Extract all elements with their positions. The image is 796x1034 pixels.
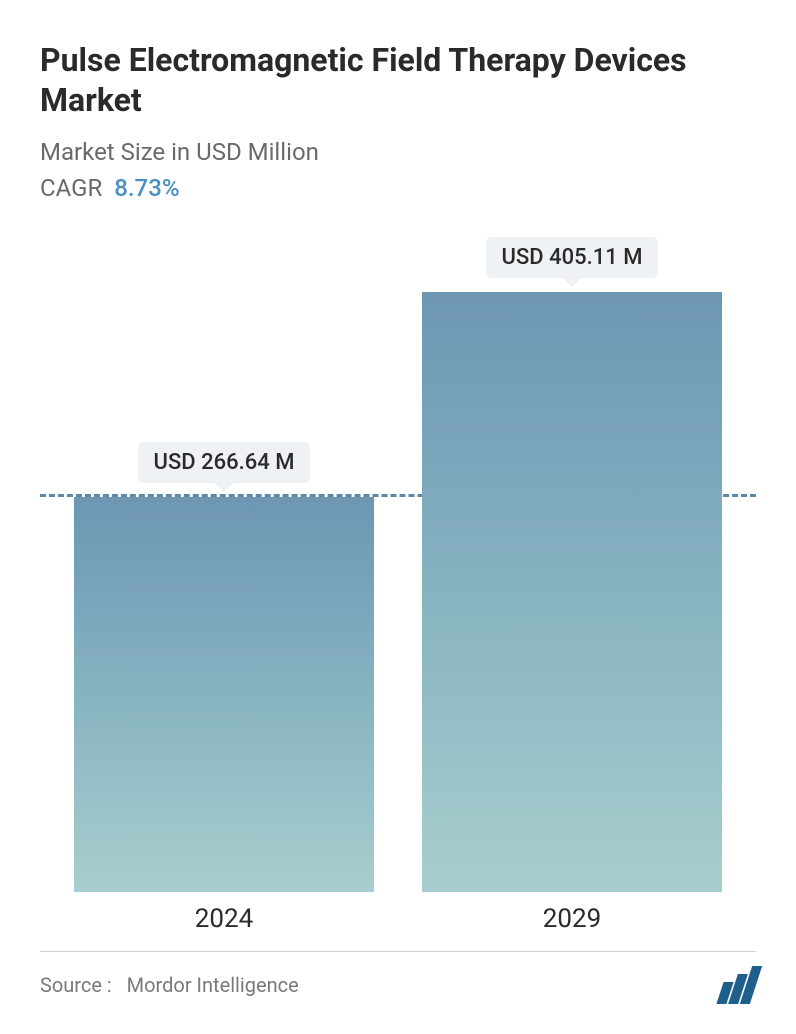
bar-group: USD 266.64 M [74,442,374,892]
chart-subtitle: Market Size in USD Million [40,138,756,166]
cagr-row: CAGR 8.73% [40,174,756,202]
bar [74,497,374,892]
source-label: Source : [40,973,112,997]
x-axis-labels: 2024 2029 [40,892,756,934]
x-axis-label: 2029 [422,904,722,934]
cagr-value: 8.73% [114,174,179,202]
chart-plot-area: USD 266.64 M USD 405.11 M [40,232,756,892]
publisher-logo-icon [720,966,756,1004]
chart-footer: Source : Mordor Intelligence [40,951,756,1004]
bars-wrap: USD 266.64 M USD 405.11 M [40,232,756,892]
chart-title: Pulse Electromagnetic Field Therapy Devi… [40,40,756,120]
source-text: Source : Mordor Intelligence [40,973,299,997]
bar [422,292,722,892]
bar-group: USD 405.11 M [422,237,722,892]
x-axis-label: 2024 [74,904,374,934]
chart-container: Pulse Electromagnetic Field Therapy Devi… [0,0,796,1034]
value-badge: USD 405.11 M [486,237,659,278]
value-badge: USD 266.64 M [138,442,311,483]
cagr-label: CAGR [40,174,102,202]
source-name: Mordor Intelligence [127,973,299,997]
